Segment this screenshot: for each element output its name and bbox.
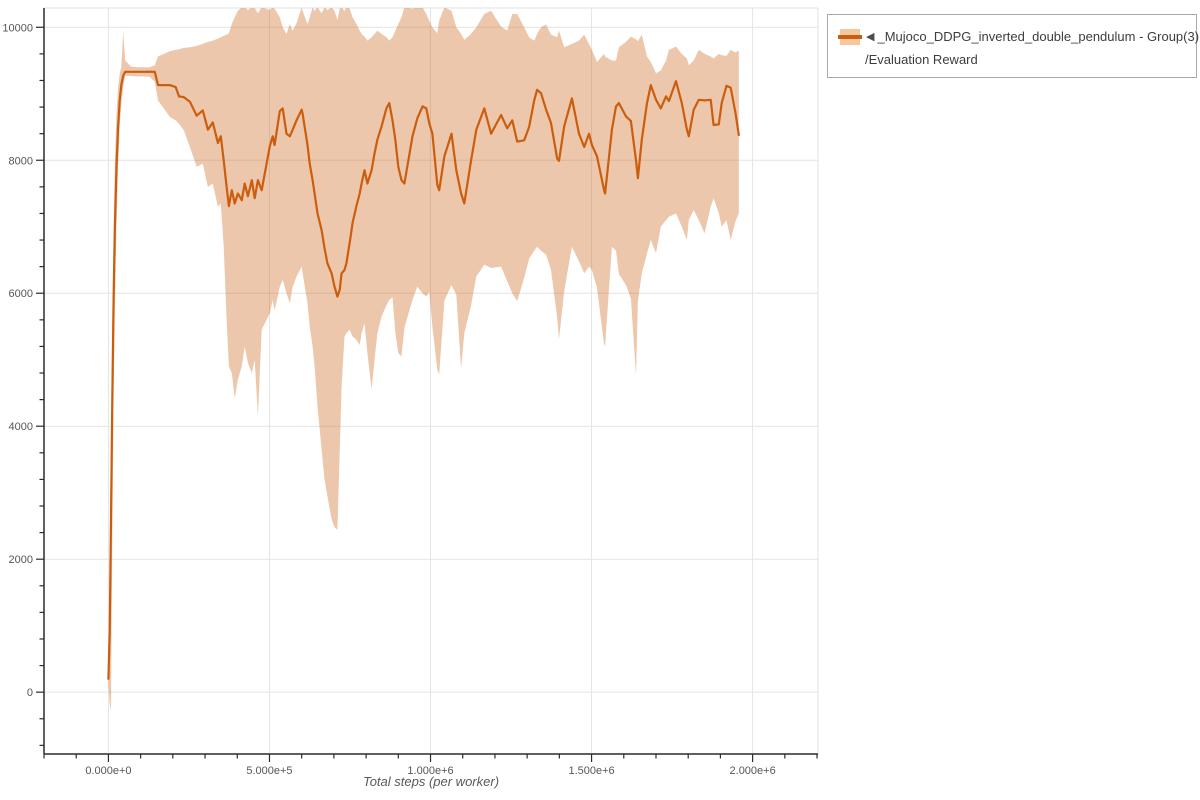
y-tick-label: 8000: [9, 155, 33, 167]
legend-metric-label: /Evaluation Reward: [865, 52, 978, 67]
x-tick-label: 1.000e+6: [407, 765, 453, 777]
legend-box[interactable]: ◀ _Mujoco_DDPG_inverted_double_pendulum …: [827, 14, 1199, 78]
mean-line: [107, 70, 740, 680]
y-tick-label: 4000: [9, 421, 33, 433]
x-tick-label: 5.000e+5: [246, 765, 292, 777]
legend-series-label: _Mujoco_DDPG_inverted_double_pendulum - …: [877, 29, 1200, 44]
collapse-triangle-icon[interactable]: ◀: [866, 31, 875, 43]
y-tick-label: 6000: [9, 288, 33, 300]
x-tick-label: 2.000e+6: [730, 765, 776, 777]
series-color-swatch: [838, 28, 862, 45]
x-axis-title: Total steps (per worker): [362, 774, 500, 789]
line-color-chip: [838, 34, 862, 39]
y-tick-label: 2000: [9, 554, 33, 566]
y-tick-label: 10000: [2, 22, 33, 34]
y-tick-label: 0: [27, 687, 33, 699]
legend-entry[interactable]: ◀ _Mujoco_DDPG_inverted_double_pendulum …: [838, 23, 1199, 50]
band-area: [108, 8, 739, 711]
x-tick-label: 0.000e+0: [85, 765, 131, 777]
x-tick-label: 1.500e+6: [568, 765, 614, 777]
